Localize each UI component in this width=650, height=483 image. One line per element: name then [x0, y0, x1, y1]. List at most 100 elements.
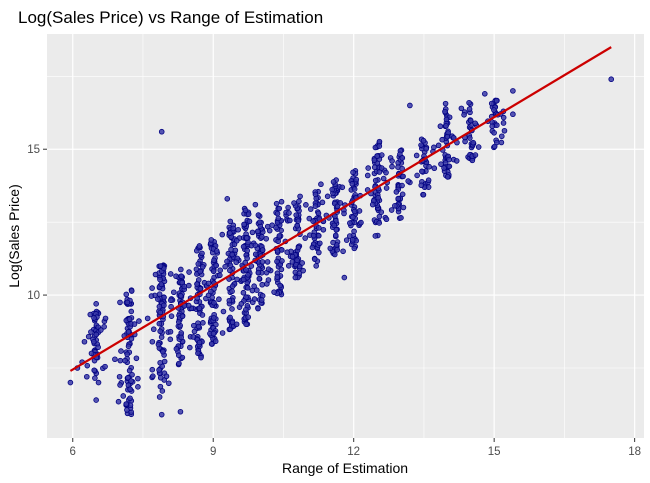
data-point	[88, 350, 95, 357]
data-point	[199, 250, 205, 257]
data-point	[413, 152, 420, 159]
data-point	[117, 382, 123, 388]
data-point	[195, 323, 202, 330]
data-point	[197, 286, 204, 292]
data-point	[125, 329, 132, 335]
data-point	[383, 216, 390, 223]
data-point	[173, 346, 180, 352]
trend-line	[69, 46, 612, 372]
data-point	[263, 235, 270, 242]
data-point	[372, 177, 379, 184]
data-point	[178, 266, 184, 273]
data-point	[371, 164, 378, 171]
data-point	[442, 100, 449, 107]
data-point	[289, 253, 296, 260]
data-point	[252, 201, 259, 208]
data-point	[467, 135, 473, 141]
data-point	[491, 130, 497, 136]
data-point	[279, 247, 285, 253]
data-point	[195, 261, 202, 267]
data-point	[157, 359, 163, 366]
data-point	[265, 266, 272, 272]
data-point	[442, 108, 448, 115]
data-point	[446, 163, 453, 170]
data-point	[191, 322, 197, 329]
data-point	[227, 218, 234, 225]
data-point	[316, 225, 322, 231]
data-point	[358, 219, 364, 226]
data-point	[157, 309, 164, 316]
data-point	[240, 243, 247, 250]
data-point	[439, 136, 445, 143]
data-point	[185, 302, 192, 309]
data-point	[126, 367, 133, 374]
x-axis-title: Range of Estimation	[282, 460, 408, 476]
data-point	[276, 233, 283, 239]
data-point	[244, 247, 250, 254]
data-point	[259, 259, 266, 265]
data-point	[318, 181, 324, 188]
data-point	[117, 357, 124, 364]
data-point	[278, 266, 285, 273]
data-point	[144, 315, 151, 322]
data-point	[124, 407, 130, 413]
data-point	[131, 321, 138, 327]
data-point	[176, 360, 182, 367]
data-point	[286, 210, 292, 216]
data-point	[252, 251, 259, 258]
data-point	[124, 299, 131, 306]
data-point	[294, 222, 301, 229]
data-point	[349, 237, 356, 243]
data-point	[438, 161, 444, 167]
data-point	[337, 200, 344, 206]
data-point	[501, 127, 508, 134]
data-point	[302, 235, 308, 241]
data-point	[101, 323, 107, 330]
data-point	[316, 232, 322, 239]
data-point	[380, 175, 387, 182]
data-point	[198, 354, 204, 361]
data-point	[245, 211, 252, 217]
data-point	[252, 242, 259, 249]
data-point	[339, 184, 346, 191]
data-point	[199, 264, 206, 270]
data-point	[274, 210, 281, 217]
data-point	[351, 186, 358, 192]
data-point	[269, 222, 275, 228]
data-point	[329, 186, 335, 193]
data-point	[128, 378, 134, 384]
data-point	[256, 219, 263, 225]
data-point	[246, 218, 253, 225]
data-point	[453, 158, 460, 164]
data-point	[389, 163, 395, 170]
data-point	[243, 306, 249, 313]
data-point	[255, 305, 261, 312]
data-point	[255, 212, 262, 218]
data-point	[222, 263, 228, 270]
data-point	[240, 276, 247, 283]
data-point	[155, 296, 161, 303]
data-point	[296, 198, 302, 205]
data-point	[446, 156, 452, 163]
data-point	[383, 169, 389, 176]
data-point	[481, 90, 488, 97]
data-point	[331, 222, 337, 229]
data-point	[191, 328, 198, 335]
data-point	[332, 232, 339, 239]
data-point	[330, 239, 336, 246]
data-point	[120, 393, 127, 399]
data-point	[177, 292, 184, 299]
data-point	[128, 335, 135, 342]
data-point	[350, 214, 356, 221]
plot-panel	[47, 34, 644, 438]
data-point	[242, 207, 249, 214]
data-point	[91, 367, 98, 374]
data-point	[84, 373, 90, 380]
data-point	[213, 248, 220, 254]
data-point	[168, 297, 174, 304]
data-point	[167, 328, 174, 335]
data-point	[276, 205, 283, 212]
data-point	[310, 218, 316, 224]
data-point	[229, 251, 235, 258]
data-point	[243, 267, 249, 273]
